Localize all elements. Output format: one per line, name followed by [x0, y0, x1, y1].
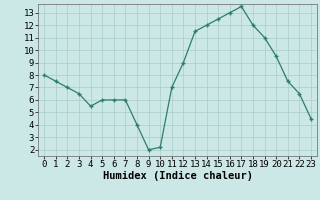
X-axis label: Humidex (Indice chaleur): Humidex (Indice chaleur) [103, 171, 252, 181]
